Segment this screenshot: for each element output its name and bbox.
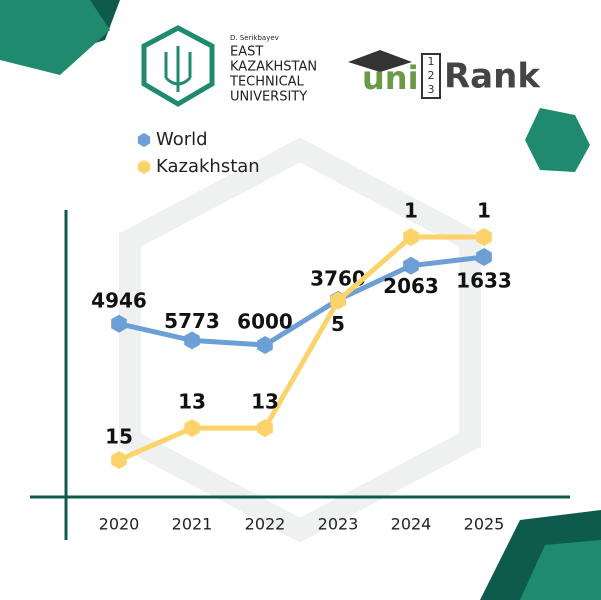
point: [330, 291, 346, 310]
value-label: 6000: [237, 310, 293, 334]
value-label: 5: [331, 312, 345, 336]
point: [403, 256, 419, 275]
unirank-box: [421, 53, 441, 99]
point: [111, 314, 127, 333]
value-label: 4946: [91, 288, 147, 312]
unirank-cap: [348, 50, 412, 72]
legend-label: Kazakhstan: [156, 156, 260, 177]
university-line: KAZAKHSTAN: [230, 60, 317, 75]
point: [257, 419, 273, 438]
decor-bottom-right-green: [520, 540, 601, 600]
x-tick-label: 2020: [99, 515, 140, 534]
university-icon: [141, 25, 215, 107]
decor-top-left-green: [0, 0, 110, 75]
watermark: [119, 137, 481, 543]
x-tick-label: 2021: [172, 515, 213, 534]
university-prefix: D. Serikbayev: [230, 34, 279, 42]
unirank-digit: 2: [428, 69, 435, 82]
point: [403, 228, 419, 246]
unirank-digit: 1: [428, 55, 435, 68]
series-line: [118, 234, 484, 463]
unirank-rank: Rank: [444, 57, 541, 97]
point: [111, 451, 127, 469]
legend-marker: [137, 160, 151, 174]
university-line: EAST: [230, 45, 263, 60]
point: [476, 248, 492, 266]
x-tick-label: 2023: [318, 515, 359, 534]
value-label: 13: [251, 390, 279, 414]
legend-marker: [137, 133, 151, 147]
series-line: [118, 254, 485, 348]
point: [476, 228, 492, 246]
value-label: 1633: [456, 269, 512, 293]
unirank-digit: 3: [428, 83, 435, 96]
point: [184, 331, 200, 350]
university-line: UNIVERSITY: [230, 90, 307, 105]
unirank-uni: uni: [362, 59, 419, 97]
value-label: 5773: [164, 309, 220, 333]
value-label: 15: [105, 425, 133, 449]
legend-label: World: [156, 129, 208, 150]
university-icon-detail: [164, 46, 192, 92]
decor-hexagon: [525, 108, 590, 172]
point: [257, 336, 273, 354]
x-tick-label: 2022: [245, 515, 286, 534]
point: [184, 419, 200, 438]
university-line: TECHNICAL: [229, 75, 305, 90]
value-label: 1: [477, 199, 491, 223]
value-label: 2063: [383, 274, 439, 298]
x-tick-label: 2024: [391, 515, 432, 534]
value-label: 13: [178, 390, 206, 414]
x-tick-label: 2025: [464, 515, 505, 534]
value-label: 1: [404, 199, 418, 223]
